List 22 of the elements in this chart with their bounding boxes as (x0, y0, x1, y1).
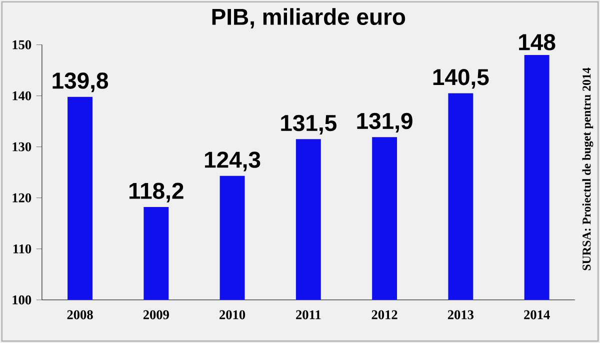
x-tick-label: 2013 (448, 310, 474, 320)
data-label: 139,8 (52, 72, 108, 92)
data-label: 118,2 (130, 182, 184, 202)
x-tick-label: 2014 (524, 310, 550, 320)
x-tick-label: 2011 (296, 310, 321, 320)
chart-title: PIB, miliarde euro (212, 8, 406, 28)
y-tick-label: 120 (12, 193, 32, 202)
y-tick-label: 130 (12, 142, 32, 152)
x-tick-label: 2010 (220, 310, 246, 320)
y-tick-label: 150 (12, 40, 32, 50)
data-label: 148 (519, 34, 556, 50)
y-tick-label: 110 (13, 244, 32, 254)
data-label: 140,5 (433, 68, 489, 89)
data-label: 124,3 (205, 152, 260, 172)
text: SURSA: Proiectul de buget pentru 2014 (582, 68, 594, 270)
x-tick-label: 2008 (67, 310, 93, 320)
y-tick-label: 100 (12, 295, 32, 304)
y-tick-label: 140 (12, 91, 32, 100)
data-label: 131,9 (357, 112, 412, 132)
x-tick-label: 2012 (372, 310, 398, 320)
x-tick-label: 2009 (143, 310, 169, 320)
data-label: 131,5 (281, 114, 336, 134)
